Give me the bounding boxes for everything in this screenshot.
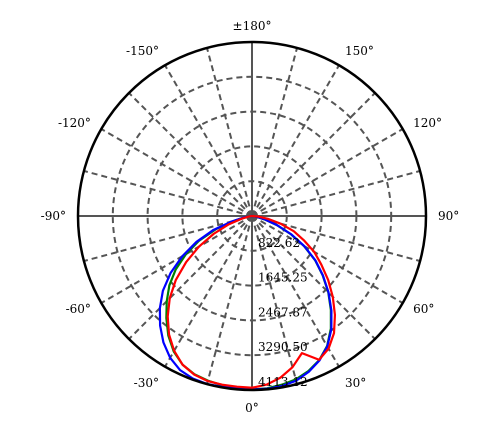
- grid-spoke-210: [164, 64, 253, 217]
- grid-spoke-135: [251, 92, 376, 217]
- angle-tick-label: -90°: [41, 209, 66, 223]
- angle-tick-label: -60°: [66, 302, 91, 316]
- angle-tick-label: -150°: [126, 44, 159, 58]
- grid-spoke-150: [251, 64, 340, 217]
- radial-tick-label: 2467.87: [258, 305, 308, 319]
- angle-tick-label: 120°: [413, 116, 442, 130]
- radial-tick-label: 3290.50: [258, 340, 308, 354]
- label-layer: ±180° 150° 120° 90° 60° 30° 0° -30° -60° -90° -120…: [41, 19, 460, 415]
- grid-spoke-345: [206, 215, 253, 385]
- grid-layer: [78, 42, 426, 390]
- grid-spoke-30: [251, 215, 340, 368]
- grid-spoke-165: [251, 47, 298, 217]
- grid-spoke-105: [251, 170, 421, 217]
- outer-ring: [76, 40, 428, 392]
- grid-spoke-15: [251, 215, 298, 385]
- angle-tick-label: 150°: [345, 44, 374, 58]
- radial-tick-label: 4113.12: [258, 375, 308, 389]
- grid-spoke-60: [251, 215, 404, 304]
- grid-spoke-315: [128, 215, 253, 340]
- grid-spoke-195: [206, 47, 253, 217]
- radial-tick-label: 822.62: [258, 236, 300, 250]
- angle-tick-label: 30°: [345, 376, 366, 390]
- grid-spoke-45: [251, 215, 376, 340]
- grid-spoke-75: [251, 215, 421, 262]
- series-3-line: [166, 214, 337, 389]
- angle-tick-label: 0°: [245, 401, 259, 415]
- grid-spoke-240: [100, 128, 253, 217]
- grid-spoke-300: [100, 215, 253, 304]
- grid-spoke-255: [83, 170, 253, 217]
- angle-tick-label: 60°: [413, 302, 434, 316]
- radial-tick-label: 1645.25: [258, 271, 308, 285]
- angle-tick-label: -120°: [58, 116, 91, 130]
- grid-spoke-120: [251, 128, 404, 217]
- grid-spoke-285: [83, 215, 253, 262]
- outer-layer: [76, 40, 428, 392]
- angle-tick-label: -30°: [134, 376, 159, 390]
- angle-tick-label: 90°: [438, 209, 459, 223]
- angle-tick-label: ±180°: [233, 19, 272, 33]
- grid-spoke-330: [164, 215, 253, 368]
- grid-spoke-225: [128, 92, 253, 217]
